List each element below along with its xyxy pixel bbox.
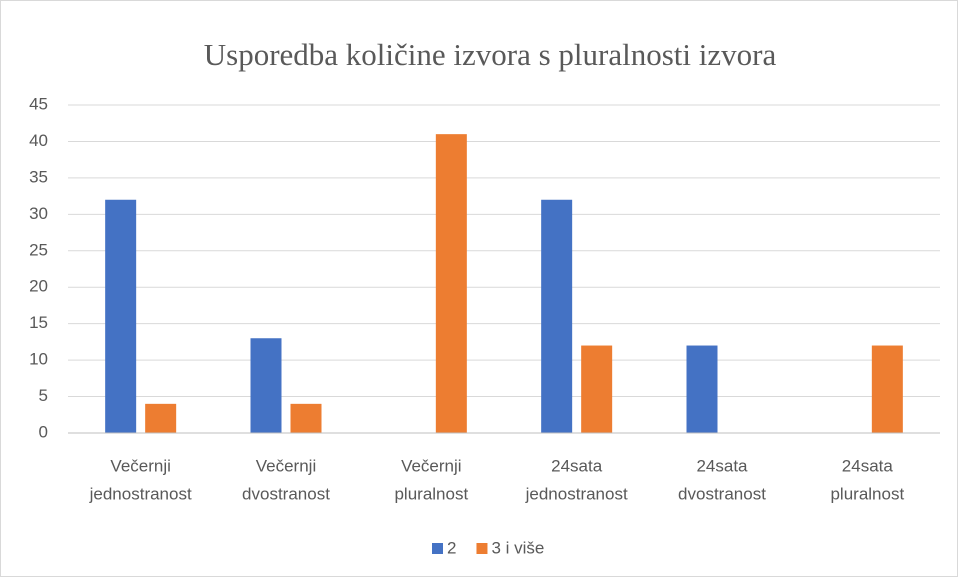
- bar: [686, 345, 718, 433]
- y-tick-label: 40: [29, 131, 48, 150]
- legend-label: 2: [447, 538, 456, 557]
- y-tick-label: 10: [29, 350, 48, 369]
- x-tick-label: Večernji: [256, 456, 316, 475]
- y-tick-label: 0: [39, 422, 48, 441]
- legend-swatch: [432, 543, 443, 554]
- bar: [250, 338, 282, 433]
- bar: [105, 199, 137, 433]
- x-tick-label: jednostranost: [525, 484, 628, 503]
- x-tick-label: 24sata: [842, 456, 894, 475]
- x-tick-label: 24sata: [551, 456, 603, 475]
- x-tick-label: Večernji: [401, 456, 461, 475]
- bar: [541, 199, 573, 433]
- x-tick-label: pluralnost: [830, 484, 904, 503]
- y-tick-label: 25: [29, 240, 48, 259]
- x-tick-label: Večernji: [110, 456, 170, 475]
- bar: [581, 345, 613, 433]
- y-tick-label: 15: [29, 313, 48, 332]
- bar: [290, 403, 322, 433]
- bar: [145, 403, 177, 433]
- y-tick-label: 5: [39, 386, 48, 405]
- y-tick-label: 20: [29, 277, 48, 296]
- bar: [871, 345, 903, 433]
- bar: [435, 134, 467, 433]
- y-tick-label: 35: [29, 167, 48, 186]
- y-tick-label: 30: [29, 204, 48, 223]
- chart-title: Usporedba količine izvora s pluralnosti …: [204, 37, 777, 72]
- x-tick-label: 24sata: [696, 456, 748, 475]
- legend-swatch: [476, 543, 488, 554]
- x-tick-label: pluralnost: [394, 484, 468, 503]
- x-tick-label: jednostranost: [89, 484, 192, 503]
- y-tick-label: 45: [29, 94, 48, 113]
- x-tick-label: dvostranost: [678, 484, 766, 503]
- legend-label: 3 i više: [491, 538, 544, 557]
- x-tick-label: dvostranost: [242, 484, 330, 503]
